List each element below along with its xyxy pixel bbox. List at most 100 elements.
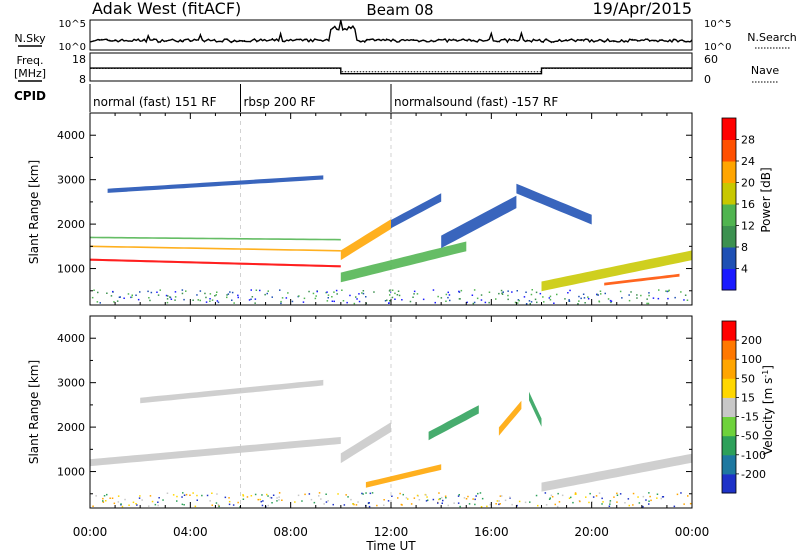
noise-dot bbox=[331, 300, 334, 302]
noise-dot bbox=[149, 495, 152, 497]
noise-dot bbox=[181, 289, 184, 291]
freq-unit-label: [MHz] bbox=[14, 67, 46, 80]
noise-dot bbox=[326, 291, 328, 293]
noise-dot bbox=[602, 501, 604, 503]
noise-dot bbox=[599, 290, 602, 292]
ytick-label: 2000 bbox=[57, 421, 85, 434]
colorbar-swatch bbox=[722, 161, 736, 183]
noise-dot bbox=[587, 296, 589, 298]
noise-dot bbox=[157, 501, 159, 503]
noise-dot bbox=[518, 299, 520, 302]
noise-dot bbox=[341, 289, 343, 291]
noise-dot bbox=[157, 294, 160, 296]
noise-dot bbox=[183, 298, 185, 301]
noise-dot bbox=[589, 492, 591, 495]
noise-dot bbox=[113, 502, 116, 505]
noise-dot bbox=[136, 504, 138, 506]
noise-dot bbox=[453, 502, 455, 504]
nsky-right-tick-bottom: 10^0 bbox=[704, 42, 731, 53]
noise-dot bbox=[609, 299, 612, 302]
noise-dot bbox=[231, 299, 233, 301]
noise-dot bbox=[646, 298, 648, 300]
noise-dot bbox=[257, 498, 259, 501]
noise-dot bbox=[495, 503, 497, 505]
noise-dot bbox=[103, 495, 106, 497]
noise-dot bbox=[432, 289, 435, 291]
noise-dot bbox=[117, 501, 120, 503]
noise-dot bbox=[458, 298, 461, 300]
noise-dot bbox=[358, 293, 360, 295]
colorbar-swatch bbox=[722, 204, 736, 226]
noise-dot bbox=[206, 494, 209, 497]
noise-dot bbox=[607, 298, 610, 300]
noise-dot bbox=[575, 493, 577, 495]
noise-dot bbox=[401, 299, 403, 301]
noise-dot bbox=[224, 496, 227, 499]
noise-dot bbox=[209, 500, 211, 502]
noise-dot bbox=[425, 494, 427, 496]
noise-dot bbox=[205, 301, 208, 303]
noise-dot bbox=[325, 291, 327, 294]
noise-dot bbox=[683, 503, 685, 505]
colorbar-tick-label: 20 bbox=[741, 177, 755, 190]
noise-dot bbox=[369, 492, 372, 495]
power-yticks: 1000 2000 3000 4000 bbox=[57, 112, 692, 292]
colorbar-tick-label: -50 bbox=[741, 430, 759, 443]
noise-dot bbox=[459, 505, 461, 508]
noise-dot bbox=[250, 298, 252, 300]
noise-dot bbox=[349, 294, 351, 297]
noise-dot bbox=[383, 504, 385, 506]
noise-dot bbox=[209, 298, 211, 300]
colorbar-tick-label: 28 bbox=[741, 134, 755, 147]
noise-dot bbox=[396, 294, 399, 296]
velocity-colorbar-label-text: Velocity [m s bbox=[761, 378, 775, 455]
noise-dot bbox=[416, 494, 419, 497]
noise-dot bbox=[251, 296, 254, 298]
noise-dot bbox=[684, 294, 687, 296]
noise-dot bbox=[516, 290, 518, 292]
noise-dot bbox=[465, 498, 468, 500]
noise-dot bbox=[139, 291, 141, 293]
noise-dot bbox=[686, 299, 689, 301]
noise-dot bbox=[384, 300, 387, 302]
noise-dot bbox=[269, 496, 272, 499]
noise-dot bbox=[166, 492, 169, 494]
noise-dot bbox=[278, 492, 281, 494]
noise-dot bbox=[502, 291, 504, 293]
ytick-label: 3000 bbox=[57, 174, 85, 187]
noise-dot bbox=[568, 497, 571, 499]
noise-dot bbox=[387, 500, 390, 502]
noise-dot bbox=[301, 500, 303, 502]
noise-dot bbox=[151, 500, 154, 503]
colorbar-swatch bbox=[722, 340, 736, 360]
noise-dot bbox=[214, 295, 216, 297]
noise-dot bbox=[335, 289, 338, 292]
noise-dot bbox=[141, 499, 143, 501]
noise-dot bbox=[196, 294, 198, 296]
noise-dot bbox=[440, 297, 443, 299]
noise-dot bbox=[166, 301, 169, 304]
noise-dot bbox=[325, 493, 327, 495]
noise-dot bbox=[109, 497, 111, 499]
noise-dot bbox=[601, 503, 603, 505]
noise-dot bbox=[535, 494, 538, 497]
noise-dot bbox=[181, 292, 184, 295]
ytick-label: 1000 bbox=[57, 466, 85, 479]
beam-title: Beam 08 bbox=[366, 1, 433, 19]
colorbar-swatch bbox=[722, 118, 736, 140]
velocity-yticks: 1000 2000 3000 4000 bbox=[57, 315, 692, 495]
band-6 bbox=[391, 193, 442, 229]
noise-dot bbox=[388, 290, 391, 292]
noise-dot bbox=[402, 493, 404, 496]
noise-dot bbox=[561, 494, 564, 497]
noise-dot bbox=[457, 495, 460, 497]
noise-dot bbox=[172, 494, 175, 496]
noise-dot bbox=[673, 505, 676, 508]
noise-dot bbox=[287, 292, 289, 294]
noise-dot bbox=[569, 289, 571, 292]
band-3 bbox=[365, 464, 442, 488]
noise-dot bbox=[412, 296, 414, 298]
colorbar-tick-label: 24 bbox=[741, 155, 755, 168]
noise-dot bbox=[278, 499, 280, 501]
noise-dot bbox=[185, 290, 187, 292]
